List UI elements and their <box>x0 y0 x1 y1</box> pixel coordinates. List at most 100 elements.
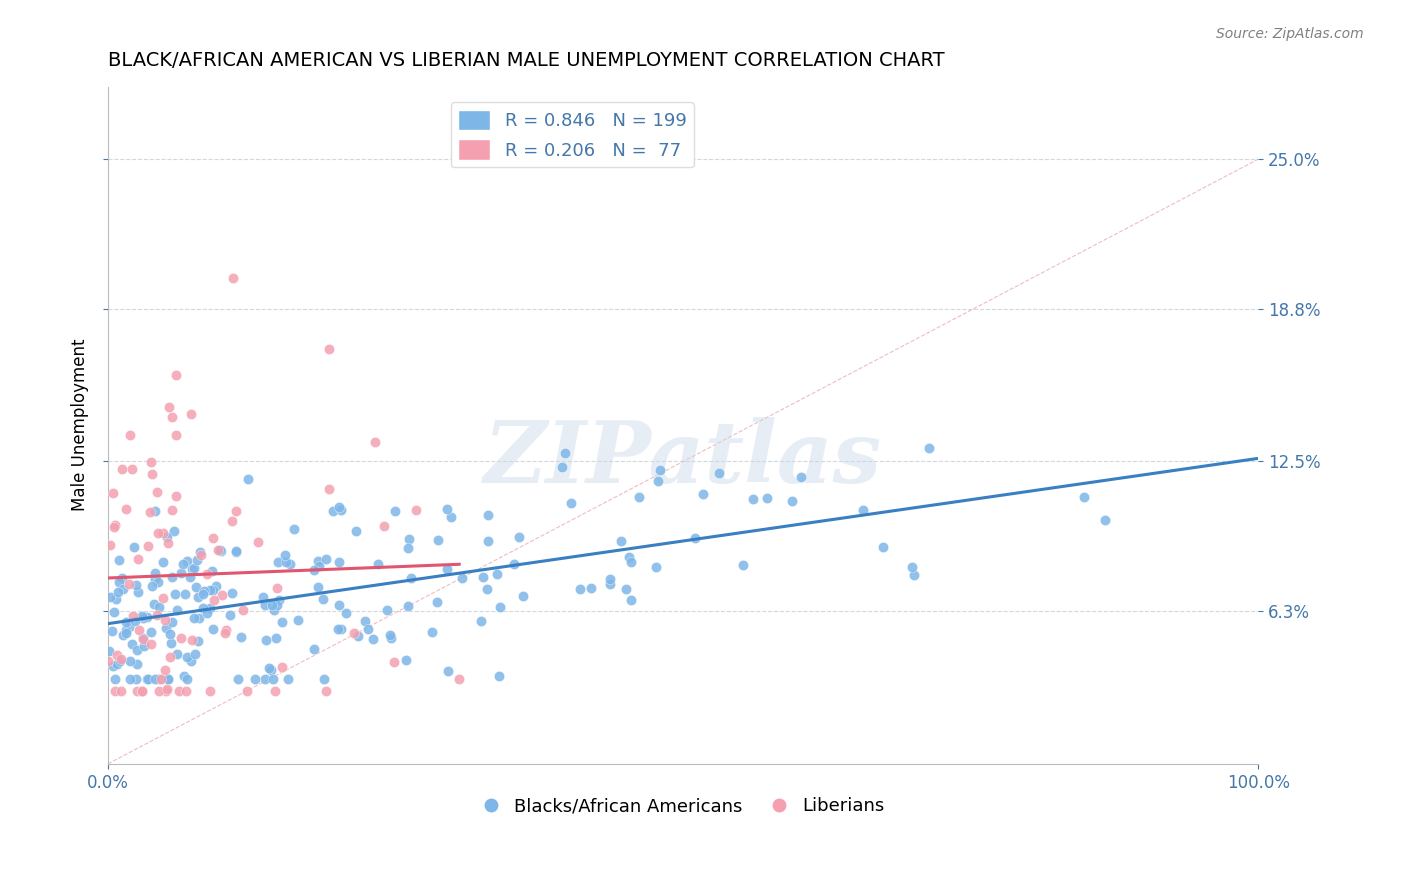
Point <box>221 271 243 285</box>
Point <box>103 520 125 534</box>
Point <box>599 576 621 591</box>
Point <box>121 462 143 476</box>
Point <box>650 463 672 477</box>
Point <box>174 586 197 600</box>
Point <box>236 472 259 486</box>
Point <box>485 566 508 581</box>
Point <box>214 625 236 640</box>
Point <box>318 482 340 496</box>
Point <box>153 663 176 677</box>
Point <box>163 586 186 600</box>
Point <box>124 614 146 628</box>
Point <box>647 474 669 488</box>
Point <box>125 578 148 592</box>
Legend: Blacks/African Americans, Liberians: Blacks/African Americans, Liberians <box>475 790 891 822</box>
Point <box>98 591 121 605</box>
Point <box>314 672 336 686</box>
Point <box>136 672 159 686</box>
Point <box>475 582 498 596</box>
Point <box>315 684 337 698</box>
Point <box>396 599 419 613</box>
Point <box>127 552 149 566</box>
Point <box>560 496 582 510</box>
Point <box>399 571 422 585</box>
Point <box>755 491 778 505</box>
Point <box>382 655 405 669</box>
Point <box>312 592 335 607</box>
Point <box>307 554 329 568</box>
Point <box>108 655 131 669</box>
Point <box>150 672 173 686</box>
Point <box>252 590 274 604</box>
Point <box>160 409 183 424</box>
Point <box>253 672 276 686</box>
Point <box>125 684 148 698</box>
Point <box>221 514 243 528</box>
Point <box>644 560 666 574</box>
Point <box>470 614 492 628</box>
Point <box>141 579 163 593</box>
Point <box>308 559 330 574</box>
Point <box>108 574 131 589</box>
Point <box>105 592 128 607</box>
Point <box>176 672 198 686</box>
Point <box>98 538 121 552</box>
Point <box>132 639 155 653</box>
Point <box>165 489 187 503</box>
Point <box>307 581 329 595</box>
Point <box>329 502 352 516</box>
Point <box>174 684 197 698</box>
Point <box>160 570 183 584</box>
Point <box>450 571 472 585</box>
Point <box>396 541 419 556</box>
Point <box>112 582 135 596</box>
Point <box>155 684 177 698</box>
Point <box>180 407 202 421</box>
Point <box>145 672 167 686</box>
Point <box>347 629 370 643</box>
Point <box>201 583 224 598</box>
Point <box>159 650 181 665</box>
Point <box>276 555 298 569</box>
Point <box>780 494 803 508</box>
Point <box>263 603 285 617</box>
Point <box>181 632 204 647</box>
Point <box>105 657 128 671</box>
Point <box>264 631 287 645</box>
Point <box>209 544 232 558</box>
Point <box>477 508 499 522</box>
Point <box>367 557 389 571</box>
Point <box>125 672 148 686</box>
Point <box>201 564 224 578</box>
Point <box>146 607 169 622</box>
Point <box>270 660 292 674</box>
Point <box>198 684 221 698</box>
Point <box>186 553 208 567</box>
Point <box>104 684 127 698</box>
Point <box>136 610 159 624</box>
Point <box>121 608 143 623</box>
Point <box>477 534 499 549</box>
Point <box>152 525 174 540</box>
Point <box>364 434 387 449</box>
Point <box>318 342 340 356</box>
Point <box>122 541 145 555</box>
Point <box>225 504 247 518</box>
Point <box>627 490 650 504</box>
Point <box>172 558 194 572</box>
Point <box>128 623 150 637</box>
Point <box>872 540 894 554</box>
Point <box>110 462 132 476</box>
Point <box>180 562 202 576</box>
Point <box>550 459 572 474</box>
Point <box>190 545 212 559</box>
Point <box>193 583 215 598</box>
Point <box>231 631 253 645</box>
Y-axis label: Male Unemployment: Male Unemployment <box>72 339 89 511</box>
Point <box>121 637 143 651</box>
Point <box>599 572 621 586</box>
Point <box>156 672 179 686</box>
Point <box>155 621 177 635</box>
Point <box>143 572 166 586</box>
Point <box>202 623 225 637</box>
